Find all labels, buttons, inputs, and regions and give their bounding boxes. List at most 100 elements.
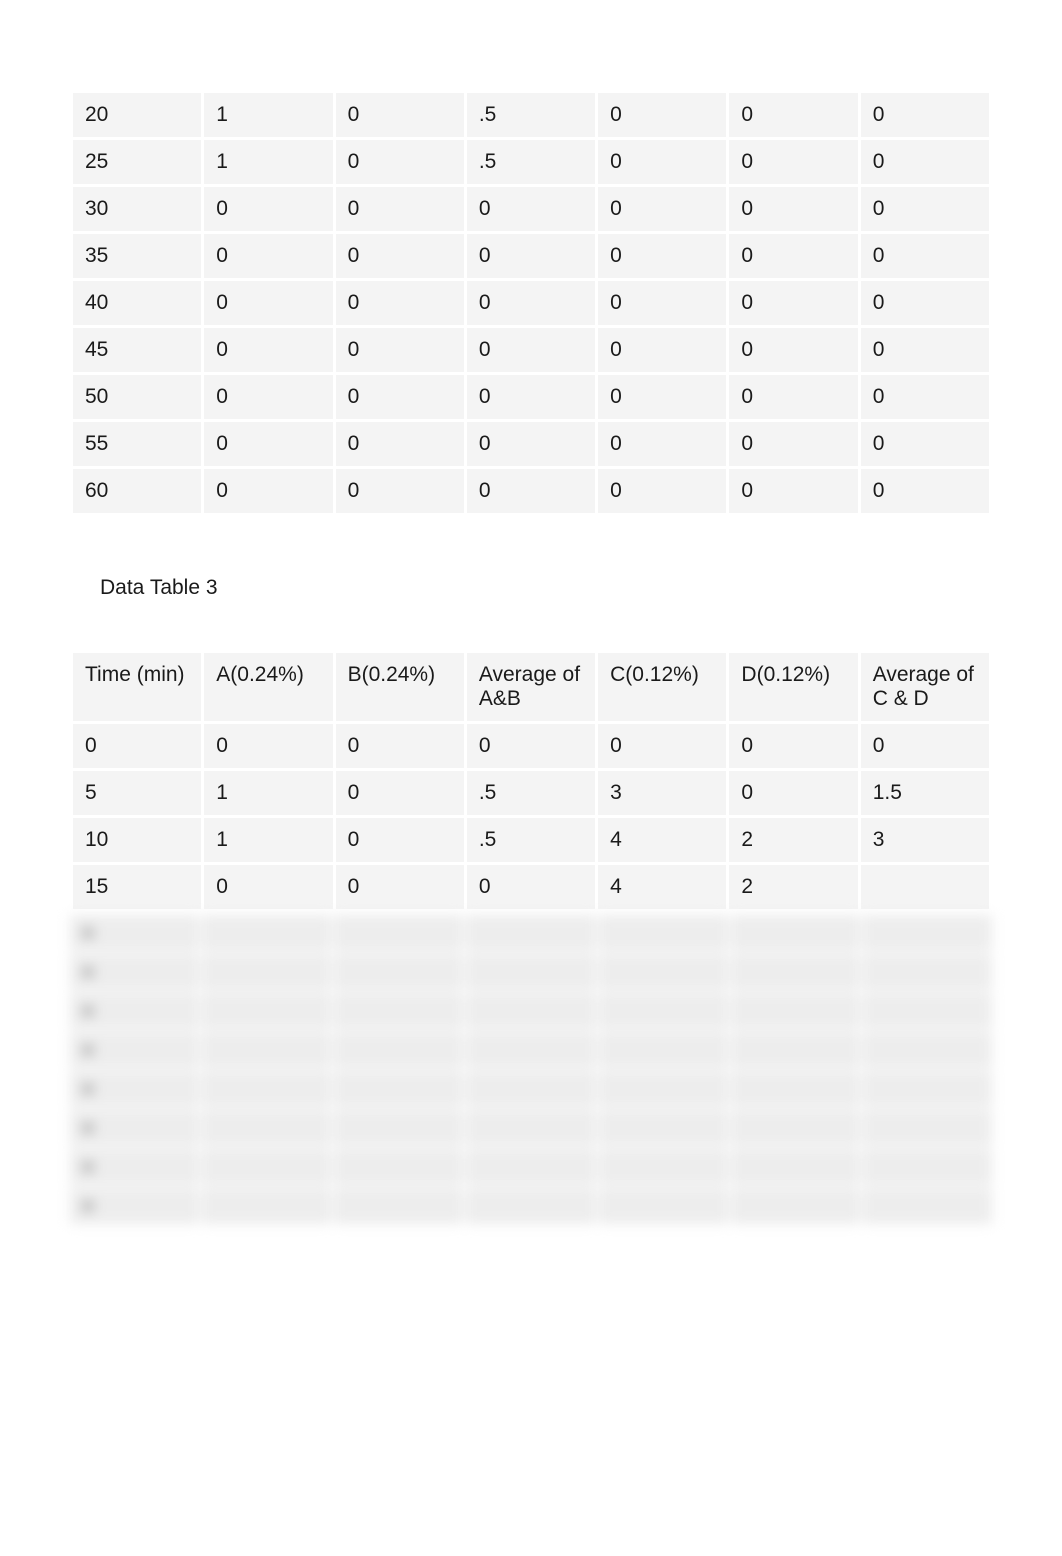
obscured-cell <box>599 993 728 1029</box>
table-row: 1500042 <box>73 865 989 909</box>
table-cell: 0 <box>336 281 464 325</box>
table-cell: 0 <box>729 771 857 815</box>
page: 2010.50002510.50003000000035000000400000… <box>0 0 1062 1556</box>
table-row: 2010.5000 <box>73 93 989 137</box>
obscured-rows <box>70 915 992 1224</box>
table-cell: 1 <box>204 140 332 184</box>
obscured-cell <box>863 1149 992 1185</box>
table-cell: 3 <box>861 818 989 862</box>
obscured-cell <box>466 1149 595 1185</box>
column-header: C(0.12%) <box>598 653 726 721</box>
table-cell: 45 <box>73 328 201 372</box>
table-cell: 0 <box>336 375 464 419</box>
table-cell: 0 <box>467 281 595 325</box>
obscured-cell <box>202 993 331 1029</box>
table-cell: 0 <box>598 281 726 325</box>
table-cell: 0 <box>861 375 989 419</box>
table-header-row: Time (min)A(0.24%)B(0.24%)Average of A&B… <box>73 653 989 721</box>
table-cell: 0 <box>861 281 989 325</box>
table-cell: 5 <box>73 771 201 815</box>
table-cell: 0 <box>729 469 857 513</box>
table-cell: 0 <box>336 140 464 184</box>
table-cell: 0 <box>336 724 464 768</box>
table-cell: 0 <box>467 422 595 466</box>
obscured-row <box>70 1188 992 1224</box>
obscured-cell <box>334 1032 463 1068</box>
column-header: D(0.12%) <box>729 653 857 721</box>
table-row: 1010.5423 <box>73 818 989 862</box>
table-cell: 0 <box>204 187 332 231</box>
obscured-cell <box>334 954 463 990</box>
obscured-cell <box>466 1032 595 1068</box>
obscured-cell <box>863 1071 992 1107</box>
obscured-cell <box>334 1110 463 1146</box>
obscured-cell <box>731 1149 860 1185</box>
table-cell: 0 <box>861 93 989 137</box>
table-cell: 3 <box>598 771 726 815</box>
table-cell: 30 <box>73 187 201 231</box>
obscured-cell <box>202 1188 331 1224</box>
table-cell: 0 <box>467 865 595 909</box>
table-cell: 0 <box>598 422 726 466</box>
table-row: 0000000 <box>73 724 989 768</box>
table-cell: 0 <box>598 469 726 513</box>
table-cell: 0 <box>861 187 989 231</box>
table-cell: 4 <box>598 818 726 862</box>
obscured-cell <box>731 915 860 951</box>
table-cell: 0 <box>336 187 464 231</box>
table-cell: 0 <box>861 724 989 768</box>
obscured-cell <box>466 1188 595 1224</box>
table-row: 55000000 <box>73 422 989 466</box>
section-title: Data Table 3 <box>100 576 992 600</box>
obscured-cell <box>863 954 992 990</box>
obscured-cell <box>202 1032 331 1068</box>
obscured-cell <box>202 1149 331 1185</box>
table-cell: 0 <box>598 724 726 768</box>
table-cell: .5 <box>467 93 595 137</box>
table-cell: 0 <box>729 724 857 768</box>
table-cell: 1 <box>204 818 332 862</box>
obscured-cell <box>334 993 463 1029</box>
table-cell: 0 <box>467 724 595 768</box>
table-cell: 20 <box>73 93 201 137</box>
table-cell: 0 <box>598 234 726 278</box>
table-cell: 0 <box>204 865 332 909</box>
table-cell: 15 <box>73 865 201 909</box>
obscured-cell <box>202 1071 331 1107</box>
table-cell: 0 <box>336 865 464 909</box>
table-cell: 55 <box>73 422 201 466</box>
table-row: 35000000 <box>73 234 989 278</box>
obscured-row <box>70 915 992 951</box>
obscured-cell <box>731 954 860 990</box>
obscured-row <box>70 1032 992 1068</box>
table-cell: 1 <box>204 771 332 815</box>
table-cell <box>861 865 989 909</box>
obscured-cell <box>466 915 595 951</box>
table-cell: 0 <box>729 93 857 137</box>
table-row: 60000000 <box>73 469 989 513</box>
table-cell: 0 <box>598 93 726 137</box>
table-cell: 4 <box>598 865 726 909</box>
table-cell: 0 <box>598 375 726 419</box>
table-cell: .5 <box>467 140 595 184</box>
table-cell: 0 <box>598 328 726 372</box>
column-header: A(0.24%) <box>204 653 332 721</box>
table-row: 45000000 <box>73 328 989 372</box>
table-cell: 0 <box>729 328 857 372</box>
obscured-cell <box>863 1188 992 1224</box>
obscured-cell <box>599 1110 728 1146</box>
obscured-row <box>70 993 992 1029</box>
table-cell: 0 <box>204 281 332 325</box>
table-cell: 0 <box>467 187 595 231</box>
table-cell: .5 <box>467 771 595 815</box>
obscured-cell <box>70 1032 199 1068</box>
column-header: Time (min) <box>73 653 201 721</box>
table-cell: 0 <box>204 469 332 513</box>
obscured-cell <box>334 1149 463 1185</box>
table-cell: 50 <box>73 375 201 419</box>
table-cell: 0 <box>204 422 332 466</box>
obscured-row <box>70 954 992 990</box>
obscured-cell <box>599 1149 728 1185</box>
obscured-cell <box>202 954 331 990</box>
table-cell: 0 <box>861 140 989 184</box>
